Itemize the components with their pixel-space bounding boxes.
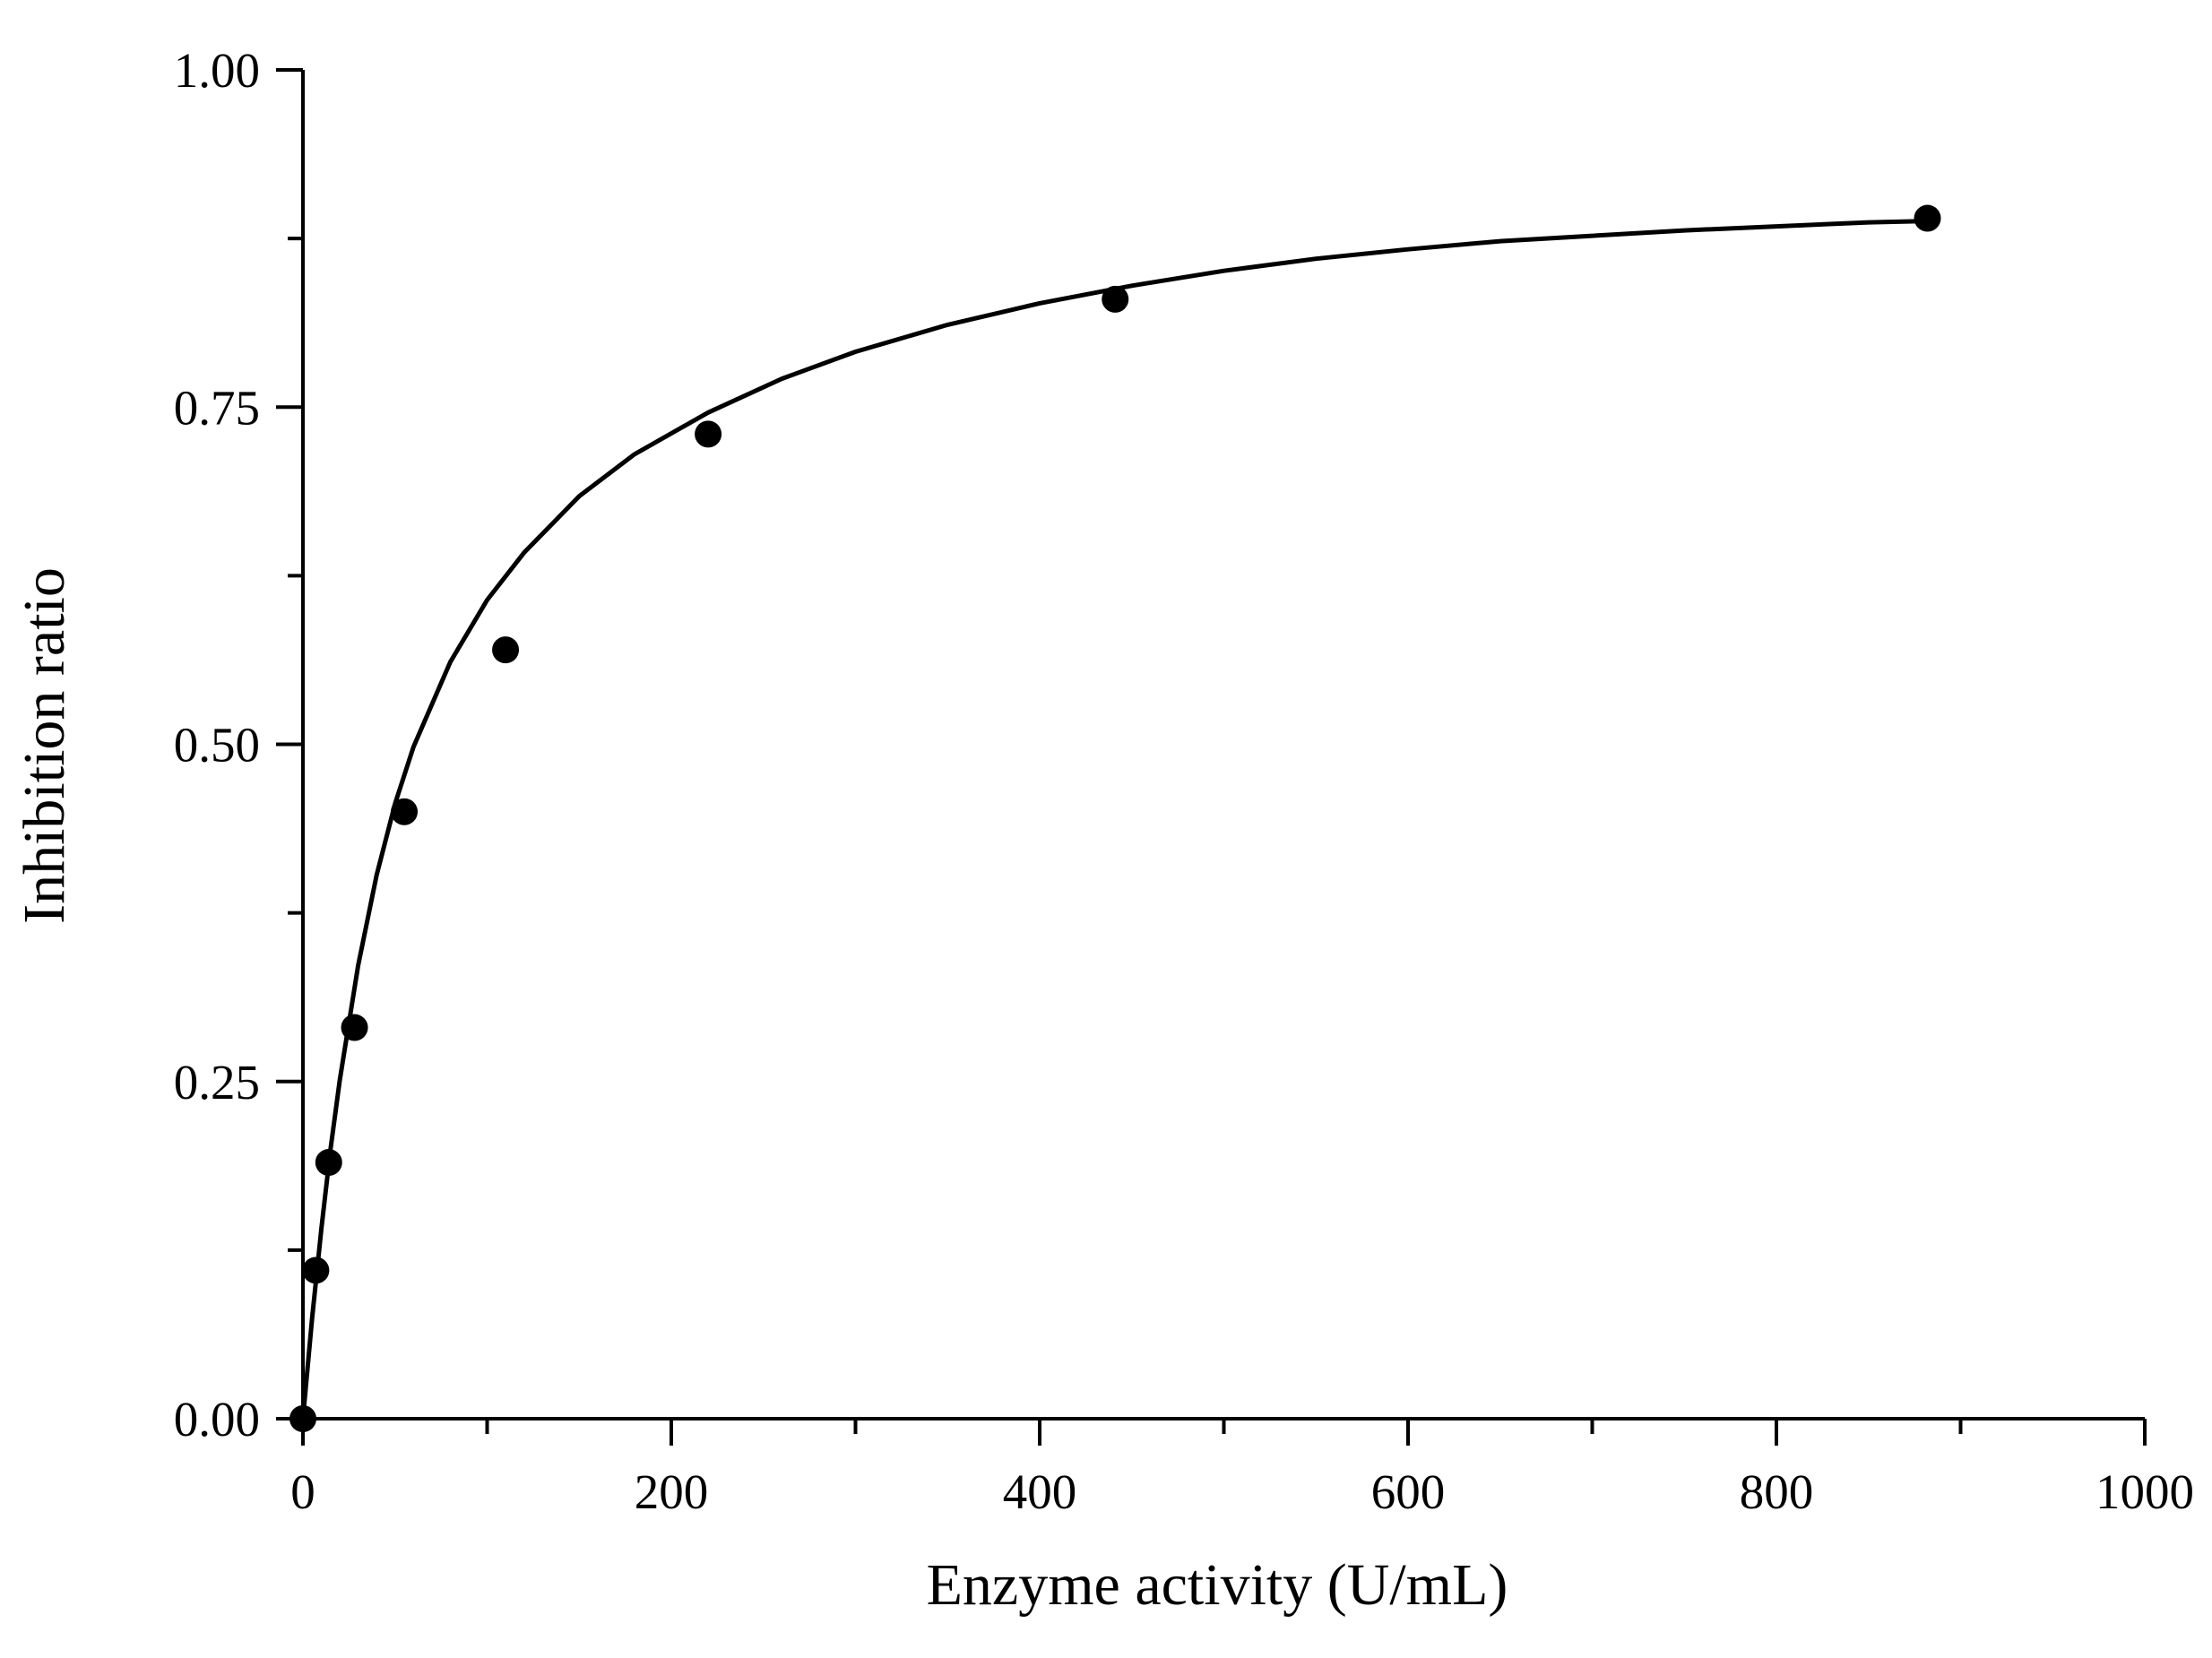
data-point	[289, 1405, 316, 1432]
x-tick-label: 1000	[2095, 1464, 2194, 1519]
y-tick-label: 0.50	[174, 718, 260, 773]
data-points-layer	[289, 204, 1941, 1432]
data-point	[1102, 285, 1129, 313]
x-tick-label: 200	[635, 1464, 709, 1519]
fit-curve-layer	[300, 219, 1928, 1420]
y-tick-label: 0.00	[174, 1392, 260, 1446]
x-axis-title: Enzyme activity (U/mL)	[927, 1552, 1508, 1618]
tick-labels: 0 200 400 600 800 1000 0.00 0.25 0.50 0.75 1.00	[174, 43, 2194, 1519]
x-tick-label: 0	[290, 1464, 315, 1519]
data-point	[302, 1256, 330, 1284]
data-point	[492, 636, 520, 664]
fit-curve	[300, 219, 1928, 1420]
ticks	[276, 68, 2147, 1446]
data-point	[315, 1149, 342, 1177]
data-point	[391, 798, 419, 825]
y-tick-label: 0.75	[174, 380, 260, 435]
data-point	[695, 420, 722, 448]
y-tick-label: 0.25	[174, 1055, 260, 1110]
data-point	[341, 1014, 368, 1041]
x-tick-label: 400	[1003, 1464, 1077, 1519]
y-axis-title: Inhibition ratio	[12, 567, 77, 924]
data-point	[1914, 204, 1941, 232]
x-tick-label: 800	[1740, 1464, 1814, 1519]
y-tick-label: 1.00	[174, 43, 260, 98]
x-tick-label: 600	[1371, 1464, 1446, 1519]
